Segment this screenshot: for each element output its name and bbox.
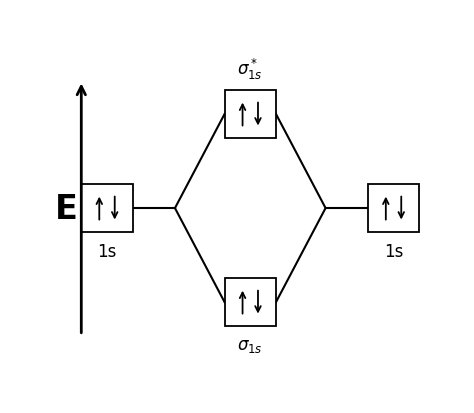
Bar — [368, 185, 419, 233]
Text: $\sigma_{1s}$: $\sigma_{1s}$ — [237, 336, 263, 354]
Text: 1s: 1s — [97, 242, 117, 260]
Bar — [82, 185, 133, 233]
Bar — [225, 91, 276, 139]
Bar — [225, 278, 276, 326]
Text: E: E — [55, 192, 78, 225]
Text: $\sigma^*_{1s}$: $\sigma^*_{1s}$ — [237, 56, 263, 81]
Text: 1s: 1s — [384, 242, 403, 260]
